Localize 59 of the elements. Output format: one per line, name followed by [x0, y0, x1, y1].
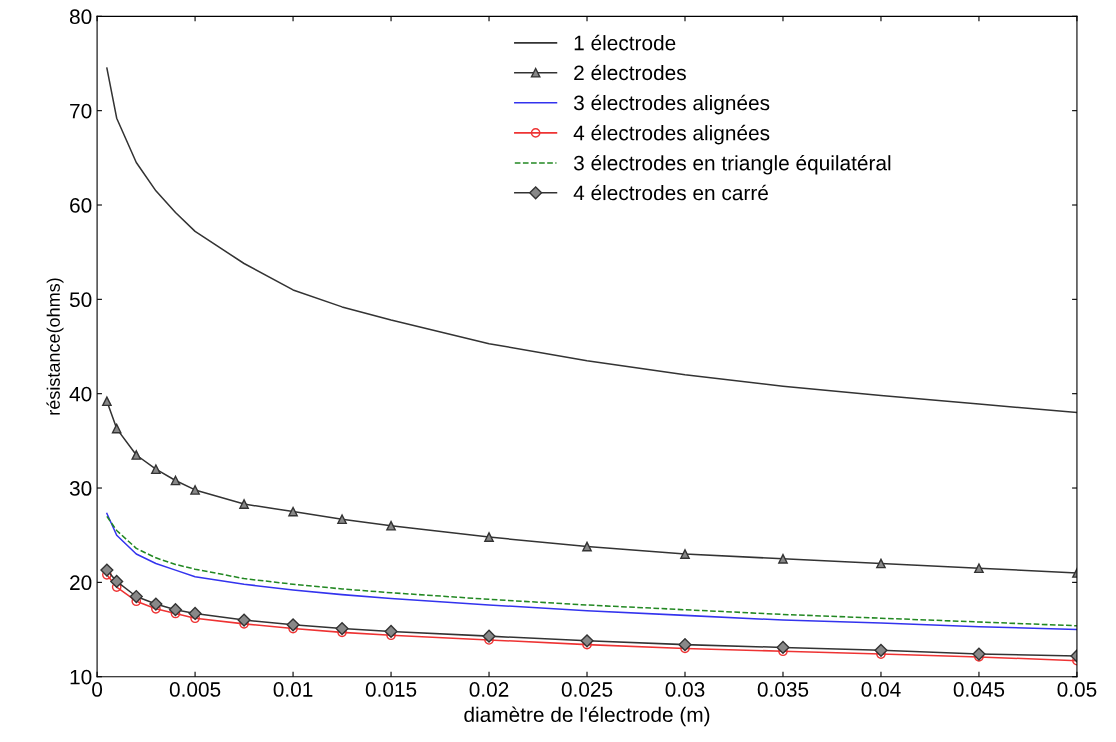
point [335, 622, 349, 636]
point [678, 638, 692, 652]
x-tick-label: 0.005 [169, 682, 221, 697]
point [972, 647, 986, 661]
point [286, 618, 300, 632]
y-tick-label: 10 [70, 669, 92, 685]
point [102, 396, 112, 407]
point [170, 475, 181, 486]
point [151, 464, 161, 475]
point [876, 558, 886, 569]
point [188, 606, 202, 621]
point [149, 597, 163, 611]
y-axis-title: résistance(ohms) [46, 278, 64, 415]
legend-label: 4 électrodes en carré [573, 184, 768, 201]
x-tick-label: 0.02 [469, 682, 509, 697]
point [111, 423, 122, 434]
point [237, 613, 251, 627]
x-tick-label: 0.01 [273, 682, 313, 697]
x-tick-label: 0.04 [861, 682, 901, 697]
point [386, 520, 396, 531]
y-tick-label: 30 [69, 481, 92, 496]
point [580, 634, 594, 648]
legend-label: 2 électrodes [574, 64, 686, 81]
legend-label: 3 électrodes alignées [573, 94, 770, 115]
point [168, 603, 183, 617]
point [680, 549, 690, 559]
y-tick-label: 20 [70, 575, 92, 591]
point [337, 514, 347, 525]
y-tick-label: 40 [69, 386, 92, 402]
point [482, 629, 496, 643]
y-tick-label: 60 [70, 198, 92, 213]
x-tick-label: 0.045 [953, 682, 1005, 697]
x-tick-label: 0.025 [561, 682, 613, 697]
y-tick-label: 80 [69, 9, 92, 25]
y-tick-label: 50 [69, 292, 92, 308]
point [129, 589, 143, 604]
x-tick-label: 0.015 [365, 682, 417, 697]
point [190, 485, 200, 495]
point [110, 574, 124, 589]
x-tick-label: 0.05 [1057, 682, 1097, 697]
legend-label: 1 électrode [574, 34, 676, 51]
point [484, 532, 494, 542]
point [974, 563, 984, 574]
point [100, 563, 114, 577]
x-axis-title: diamètre de l'électrode (m) [464, 706, 710, 727]
point [131, 450, 142, 460]
point [874, 643, 888, 657]
x-tick-label: 0.035 [757, 682, 809, 697]
point [582, 541, 592, 552]
point [384, 624, 398, 639]
point [288, 506, 298, 517]
y-tick-label: 70 [70, 103, 92, 119]
point [776, 640, 790, 655]
point [239, 499, 249, 509]
point [778, 553, 788, 564]
legend-label: 4 électrodes alignées [573, 124, 770, 145]
legend-label: 3 électrodes en triangle équilatéral [573, 154, 891, 175]
x-tick-label: 0 [92, 682, 103, 697]
x-tick-label: 0.03 [665, 682, 705, 697]
